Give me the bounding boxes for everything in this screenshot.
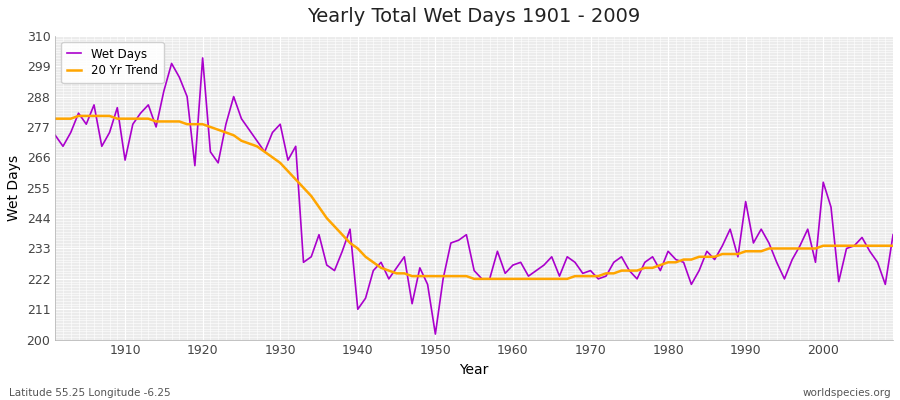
Wet Days [523,274,534,278]
Wet Days [337,249,347,254]
20 Yr Trend [887,243,898,248]
20 Yr Trend [50,116,60,121]
Text: Latitude 55.25 Longitude -6.25: Latitude 55.25 Longitude -6.25 [9,388,171,398]
Wet Days [616,254,627,259]
Wet Days [291,144,302,149]
20 Yr Trend [523,276,534,281]
Wet Days [887,232,898,237]
X-axis label: Year: Year [460,363,489,377]
Line: 20 Yr Trend: 20 Yr Trend [55,116,893,279]
Legend: Wet Days, 20 Yr Trend: Wet Days, 20 Yr Trend [61,42,164,83]
Text: worldspecies.org: worldspecies.org [803,388,891,398]
20 Yr Trend [469,276,480,281]
Wet Days [197,56,208,60]
Wet Days [516,260,526,265]
Y-axis label: Wet Days: Wet Days [7,155,21,221]
Line: Wet Days: Wet Days [55,58,893,334]
20 Yr Trend [291,177,302,182]
20 Yr Trend [616,268,627,273]
20 Yr Trend [73,114,84,118]
Title: Yearly Total Wet Days 1901 - 2009: Yearly Total Wet Days 1901 - 2009 [308,7,641,26]
Wet Days [50,133,60,138]
Wet Days [112,105,122,110]
Wet Days [430,332,441,336]
20 Yr Trend [516,276,526,281]
20 Yr Trend [120,116,130,121]
20 Yr Trend [337,232,347,237]
